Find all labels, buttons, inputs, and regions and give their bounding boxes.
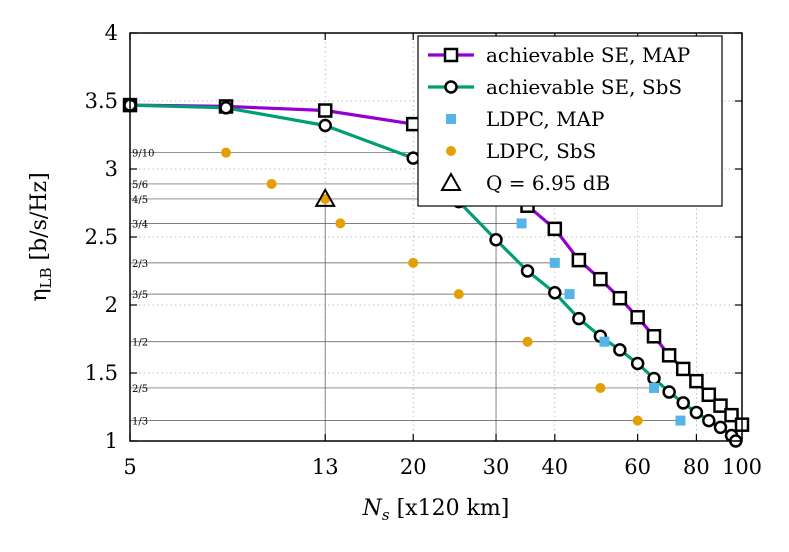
series-points-3 — [221, 147, 643, 426]
data-point — [646, 329, 662, 344]
data-point — [221, 147, 232, 158]
x-tick-label: 100 — [722, 455, 762, 479]
data-point — [702, 413, 716, 428]
rate-lines: 9/10 5/6 4/5 3/4 2/3 3/5 1/2 2/5 1/3 — [130, 149, 681, 428]
legend-label: LDPC, SbS — [486, 139, 596, 163]
data-point — [314, 187, 336, 207]
data-point — [408, 257, 419, 268]
x-axis-title-rest: [x120 km] — [390, 496, 510, 521]
data-point — [266, 178, 277, 189]
y-tick-label: 2 — [105, 293, 118, 317]
y-axis-title-sub: LB — [37, 267, 55, 288]
data-point — [320, 193, 331, 204]
legend-swatch-marker — [446, 146, 456, 156]
y-tick-label: 1 — [105, 429, 118, 453]
legend-label: LDPC, MAP — [486, 107, 604, 131]
rate-label: 1/2 — [132, 338, 148, 349]
y-axis-title-rest: [b/s/Hz] — [27, 172, 52, 267]
y-axis-title: ηLB [b/s/Hz] — [27, 172, 55, 301]
x-axis-title-sub: s — [382, 506, 390, 524]
y-tick-label: 3.5 — [85, 89, 118, 113]
data-point — [662, 385, 676, 399]
data-point — [689, 373, 704, 389]
data-point — [489, 232, 503, 247]
data-point — [516, 218, 527, 229]
data-point — [701, 387, 717, 403]
legend-label: achievable SE, MAP — [486, 43, 690, 67]
rate-label: 5/6 — [132, 180, 148, 191]
data-point — [318, 118, 332, 133]
data-point — [593, 271, 608, 287]
x-axis-title-main: N — [362, 496, 383, 521]
data-point — [219, 101, 233, 115]
data-point — [335, 218, 346, 229]
legend-swatch-marker — [444, 80, 458, 94]
rate-label: 2/3 — [132, 259, 148, 270]
rate-label: 9/10 — [132, 149, 154, 160]
data-point — [453, 289, 464, 300]
data-point — [549, 257, 560, 268]
data-point — [713, 398, 728, 413]
data-point — [661, 348, 677, 363]
data-point — [647, 371, 661, 386]
y-tick-label: 3 — [105, 157, 118, 181]
data-point — [548, 286, 562, 300]
legend-swatch-marker — [443, 47, 459, 63]
rate-label: 1/3 — [132, 417, 148, 428]
data-point — [599, 336, 610, 347]
legend-label: achievable SE, SbS — [486, 75, 682, 99]
data-point — [689, 405, 704, 420]
legend-label: Q = 6.95 dB — [486, 171, 610, 195]
x-tick-label: 5 — [123, 455, 136, 479]
x-tick-label: 80 — [683, 455, 710, 479]
x-tick-label: 30 — [483, 455, 510, 479]
data-point — [595, 382, 606, 393]
data-point — [724, 407, 739, 423]
data-point — [713, 420, 728, 435]
rate-label: 3/4 — [132, 219, 148, 230]
rate-label: 4/5 — [132, 195, 148, 206]
x-tick-label: 13 — [312, 455, 339, 479]
data-point — [630, 356, 645, 371]
x-tick-label: 20 — [400, 455, 427, 479]
x-tick-label: 40 — [541, 455, 568, 479]
legend: achievable SE, MAP achievable SE, SbS LDPC… — [417, 35, 723, 207]
data-point — [520, 264, 535, 278]
data-point — [675, 361, 691, 377]
data-point — [613, 343, 627, 357]
x-axis-title: Ns [x120 km] — [362, 496, 510, 524]
data-point — [406, 151, 420, 165]
x-tick-label: 60 — [624, 455, 651, 479]
data-point — [547, 221, 563, 237]
series-points-4 — [314, 187, 336, 207]
data-point — [676, 396, 690, 410]
data-point — [522, 336, 533, 347]
y-axis-title-main: η — [27, 288, 52, 301]
data-point — [648, 382, 659, 393]
data-point — [571, 252, 587, 268]
data-point — [317, 103, 333, 118]
y-tick-label: 2.5 — [85, 225, 118, 249]
axis-ticks: 5 13 20 30 40 60 80 100 1 1.5 2 2.5 3 3.5 4 — [85, 21, 762, 479]
legend-swatch-marker — [440, 171, 462, 191]
legend-box — [417, 35, 723, 207]
y-tick-label: 4 — [105, 21, 118, 45]
data-point — [564, 289, 575, 300]
vertical-reference-lines — [324, 175, 497, 441]
data-point — [632, 415, 643, 426]
y-tick-label: 1.5 — [85, 361, 118, 385]
data-point — [675, 415, 686, 426]
rate-label: 3/5 — [132, 290, 148, 301]
data-point — [612, 290, 628, 306]
legend-swatch-marker — [446, 114, 456, 124]
data-point — [572, 311, 586, 326]
rate-label: 2/5 — [132, 384, 148, 395]
data-point — [630, 309, 645, 325]
